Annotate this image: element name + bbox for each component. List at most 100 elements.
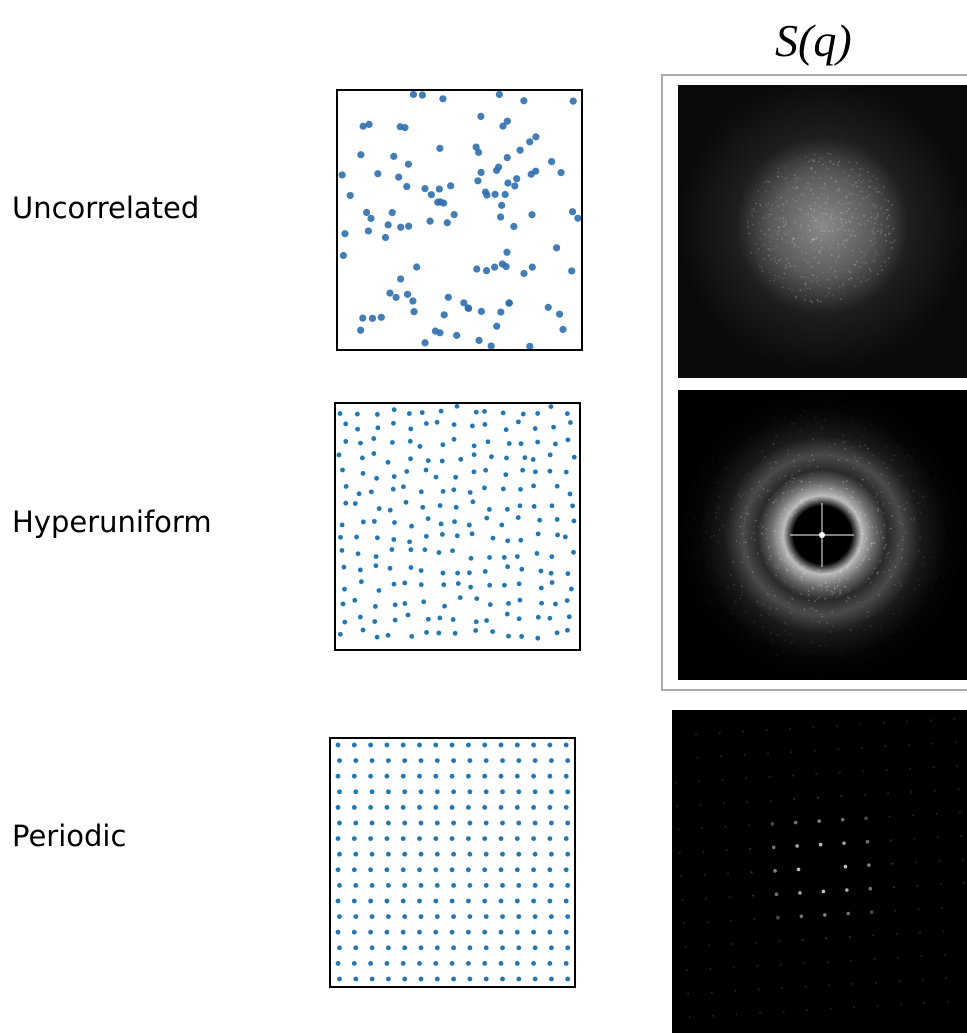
speckle <box>786 572 788 574</box>
peak <box>962 859 964 861</box>
peak <box>730 920 732 922</box>
speckle <box>804 259 806 261</box>
speckle <box>836 498 838 500</box>
point <box>499 930 504 935</box>
speckle <box>737 523 739 525</box>
speckle <box>814 153 816 155</box>
point <box>468 585 473 590</box>
point <box>572 519 577 524</box>
peak <box>680 875 682 877</box>
speckle <box>703 538 705 540</box>
speckle <box>825 203 827 205</box>
speckle <box>929 566 931 568</box>
speckle <box>886 218 888 220</box>
speckle <box>839 579 841 581</box>
point <box>338 411 343 416</box>
point <box>531 836 536 841</box>
speckle <box>847 277 849 279</box>
point <box>336 867 341 872</box>
speckle <box>747 642 749 644</box>
speckle <box>755 251 757 253</box>
speckle <box>776 607 778 609</box>
speckle <box>785 168 787 170</box>
speckle <box>909 444 911 446</box>
speckle <box>794 571 796 573</box>
point <box>433 930 438 935</box>
speckle <box>789 265 791 267</box>
point <box>421 339 428 346</box>
speckle <box>856 217 858 219</box>
speckle <box>792 566 794 568</box>
speckle <box>773 597 775 599</box>
speckle <box>713 611 715 613</box>
point <box>435 821 440 826</box>
speckle <box>786 633 788 635</box>
speckle <box>760 230 762 232</box>
speckle <box>719 529 721 531</box>
speckle <box>786 511 788 513</box>
speckle <box>830 219 832 221</box>
speckle <box>868 410 870 412</box>
speckle <box>761 533 763 535</box>
point <box>484 789 489 794</box>
speckle <box>880 207 882 209</box>
peak <box>923 1002 925 1004</box>
speckle <box>801 220 803 222</box>
point <box>337 945 342 950</box>
speckle <box>866 224 868 226</box>
point <box>365 227 372 234</box>
point <box>340 252 347 259</box>
speckle <box>730 575 732 577</box>
speckle <box>911 473 913 475</box>
point <box>565 821 570 826</box>
speckle <box>793 478 795 480</box>
point <box>484 852 489 857</box>
speckle <box>820 493 822 495</box>
point <box>441 571 446 576</box>
speckle <box>826 497 828 499</box>
speckle <box>811 253 813 255</box>
speckle <box>865 556 867 558</box>
speckle <box>802 239 804 241</box>
speckle <box>844 293 846 295</box>
peak <box>698 780 700 782</box>
point <box>347 192 354 199</box>
speckle <box>702 582 704 584</box>
speckle <box>943 541 945 543</box>
speckle <box>757 553 759 555</box>
speckle <box>753 634 755 636</box>
speckle <box>804 660 806 662</box>
speckle <box>769 268 771 270</box>
point <box>426 617 431 622</box>
peak <box>850 959 852 961</box>
speckle <box>762 450 764 452</box>
speckle <box>875 238 877 240</box>
speckle <box>860 512 862 514</box>
speckle <box>934 478 936 480</box>
point <box>466 805 471 810</box>
speckle <box>847 239 849 241</box>
speckle <box>882 497 884 499</box>
speckle <box>819 250 821 252</box>
speckle <box>803 205 805 207</box>
peak <box>794 821 798 825</box>
speckle <box>858 570 860 572</box>
point <box>419 977 424 982</box>
speckle <box>867 236 869 238</box>
speckle <box>871 455 873 457</box>
speckle <box>887 221 889 223</box>
peak <box>938 860 940 862</box>
point <box>532 133 539 140</box>
speckle <box>785 224 787 226</box>
point <box>475 337 482 344</box>
speckle <box>890 208 892 210</box>
speckle <box>854 455 856 457</box>
speckle <box>761 260 763 262</box>
speckle <box>844 620 846 622</box>
speckle <box>824 230 826 232</box>
speckle <box>728 447 730 449</box>
point <box>515 743 520 748</box>
point <box>435 789 440 794</box>
speckle <box>826 156 828 158</box>
speckle <box>944 555 946 557</box>
